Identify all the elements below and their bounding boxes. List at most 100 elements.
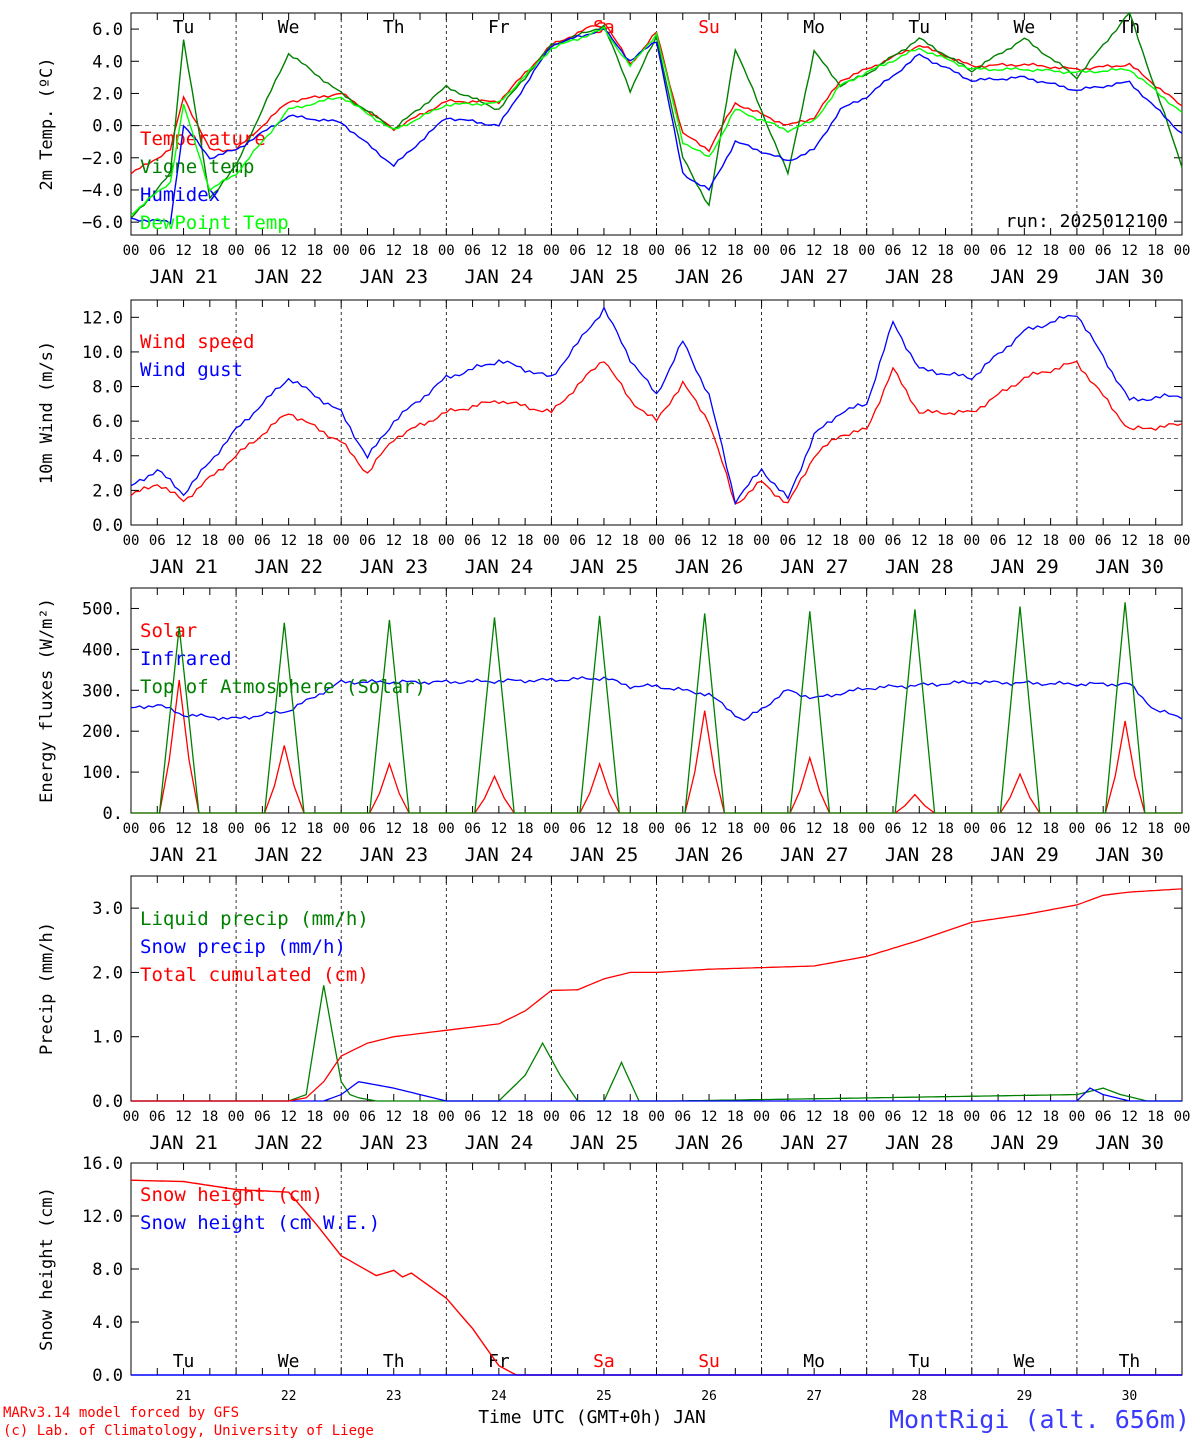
- hour-tick-label: 06: [149, 533, 166, 549]
- date-label: JAN 29: [990, 1132, 1059, 1154]
- run-label: run: 2025012100: [1005, 211, 1168, 232]
- date-label: JAN 28: [885, 844, 954, 866]
- hour-tick-label: 18: [517, 821, 534, 837]
- series-line-snow-precip-mm-h-: [131, 1081, 1182, 1102]
- hour-tick-label: 12: [701, 1109, 718, 1125]
- hour-tick-label: 06: [990, 533, 1007, 549]
- legend-entry: Snow height (cm W.E.): [140, 1212, 380, 1234]
- legend-entry: Total cumulated (cm): [140, 964, 369, 986]
- model-credit-label: MARv3.14 model forced by GFS: [3, 1405, 239, 1421]
- hour-tick-label: 12: [911, 821, 928, 837]
- hour-tick-label: 12: [1016, 1109, 1033, 1125]
- weekday-label: Th: [383, 17, 405, 38]
- legend-entry: Infrared: [140, 648, 232, 670]
- date-label: JAN 26: [675, 1132, 744, 1154]
- day-number-label: 24: [491, 1389, 507, 1404]
- hour-tick-label: 12: [1121, 821, 1138, 837]
- y-tick-label: 2.0: [92, 963, 123, 983]
- hour-tick-label: 00: [228, 243, 245, 259]
- hour-tick-label: 18: [306, 533, 323, 549]
- hour-tick-label: 06: [885, 243, 902, 259]
- hour-tick-label: 12: [806, 243, 823, 259]
- hour-tick-label: 00: [123, 821, 140, 837]
- weekday-label: We: [1014, 1351, 1036, 1372]
- series-line-top-of-atmosphere-solar-: [131, 602, 1182, 814]
- hour-tick-label: 18: [201, 533, 218, 549]
- hour-tick-label: 12: [385, 821, 402, 837]
- hour-tick-label: 06: [1095, 821, 1112, 837]
- hour-tick-label: 18: [306, 243, 323, 259]
- date-label: JAN 22: [254, 266, 323, 288]
- y-tick-label: 0.0: [92, 117, 123, 137]
- hour-tick-label: 06: [569, 243, 586, 259]
- date-label: JAN 21: [149, 844, 218, 866]
- y-tick-label: 16.0: [82, 1154, 123, 1174]
- y-tick-label: 4.0: [92, 1313, 123, 1333]
- series-line-infrared: [130, 676, 1183, 722]
- hour-tick-label: 12: [701, 533, 718, 549]
- hour-tick-label: 00: [438, 533, 455, 549]
- hour-tick-label: 06: [569, 1109, 586, 1125]
- hour-tick-label: 12: [1121, 243, 1138, 259]
- date-label: JAN 30: [1095, 266, 1164, 288]
- hour-tick-label: 18: [832, 821, 849, 837]
- hour-tick-label: 12: [701, 243, 718, 259]
- hour-tick-label: 06: [149, 243, 166, 259]
- y-tick-label: 4.0: [92, 447, 123, 467]
- hour-tick-label: 06: [885, 533, 902, 549]
- hour-tick-label: 00: [543, 243, 560, 259]
- weekday-label: Su: [698, 17, 720, 38]
- hour-tick-label: 06: [464, 533, 481, 549]
- day-number-label: 25: [596, 1389, 612, 1404]
- hour-tick-label: 12: [175, 821, 192, 837]
- hour-tick-label: 18: [937, 533, 954, 549]
- series-line-dewpoint-temp: [130, 26, 1183, 216]
- y-tick-label: 10.0: [82, 343, 123, 363]
- weekday-label: Th: [383, 1351, 405, 1372]
- y-tick-label: 2.0: [92, 84, 123, 104]
- hour-tick-label: 18: [517, 243, 534, 259]
- weekday-label: Mo: [803, 1351, 825, 1372]
- hour-tick-label: 06: [990, 821, 1007, 837]
- hour-tick-label: 00: [1068, 821, 1085, 837]
- hour-tick-label: 06: [569, 533, 586, 549]
- hour-tick-label: 12: [1016, 821, 1033, 837]
- date-label: JAN 25: [570, 1132, 639, 1154]
- date-label: JAN 27: [780, 266, 849, 288]
- y-tick-label: 100.: [82, 763, 123, 783]
- y-tick-label: −4.0: [82, 181, 123, 201]
- hour-tick-label: 12: [280, 243, 297, 259]
- hour-tick-label: 06: [464, 243, 481, 259]
- y-axis-label: 10m Wind (m/s): [37, 341, 57, 484]
- hour-tick-label: 06: [674, 243, 691, 259]
- hour-tick-label: 18: [201, 821, 218, 837]
- hour-tick-label: 00: [123, 1109, 140, 1125]
- hour-tick-label: 06: [779, 1109, 796, 1125]
- hour-tick-label: 00: [963, 821, 980, 837]
- series-line-humidex: [130, 28, 1183, 225]
- y-tick-label: 6.0: [92, 20, 123, 40]
- hour-tick-label: 00: [228, 533, 245, 549]
- panel-frame: [130, 587, 1183, 814]
- hour-tick-label: 18: [937, 821, 954, 837]
- hour-tick-label: 12: [1016, 243, 1033, 259]
- date-label: JAN 27: [780, 556, 849, 578]
- hour-tick-label: 12: [490, 1109, 507, 1125]
- hour-tick-label: 18: [412, 1109, 429, 1125]
- hour-tick-label: 00: [123, 533, 140, 549]
- y-tick-label: 500.: [82, 599, 123, 619]
- hour-tick-label: 00: [333, 1109, 350, 1125]
- weekday-label: Th: [1119, 1351, 1141, 1372]
- hour-tick-label: 00: [648, 1109, 665, 1125]
- hour-tick-label: 18: [412, 821, 429, 837]
- hour-tick-label: 06: [464, 821, 481, 837]
- weekday-label: We: [278, 1351, 300, 1372]
- date-label: JAN 30: [1095, 844, 1164, 866]
- hour-tick-label: 12: [596, 1109, 613, 1125]
- date-label: JAN 26: [675, 556, 744, 578]
- hour-tick-label: 18: [1042, 243, 1059, 259]
- weekday-label: Tu: [908, 17, 930, 38]
- date-label: JAN 25: [570, 266, 639, 288]
- hour-tick-label: 18: [517, 533, 534, 549]
- hour-tick-label: 18: [832, 533, 849, 549]
